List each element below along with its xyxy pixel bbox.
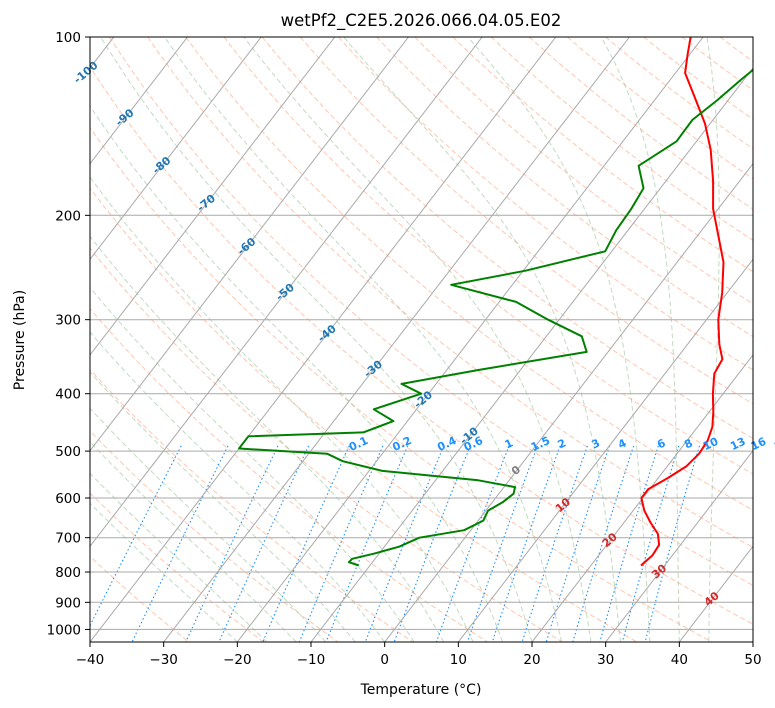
isotherm-line — [310, 67, 753, 642]
mixing-ratio-line — [364, 445, 445, 642]
moist-adiabat-line — [243, 37, 592, 642]
isotherm-line — [457, 258, 753, 642]
mixing-ratio-line — [325, 445, 409, 642]
dewpoint-line — [238, 68, 753, 567]
x-tick-label: 40 — [671, 652, 688, 668]
dry-adiabat-line — [567, 37, 753, 180]
x-tick-label: 30 — [597, 652, 614, 668]
isotherm-line — [90, 37, 262, 261]
x-tick-label: −10 — [297, 652, 326, 668]
mixing-ratio-line — [521, 445, 588, 642]
dry-adiabat-line — [376, 37, 753, 338]
dry-adiabat-line — [109, 37, 753, 586]
y-tick-label: 1000 — [47, 622, 81, 638]
y-axis-label: Pressure (hPa) — [12, 290, 28, 390]
dry-adiabat-line — [185, 37, 753, 511]
mixing-ratio-line — [491, 445, 561, 642]
dry-adiabat-line — [90, 65, 753, 625]
x-tick-label: −20 — [223, 652, 252, 668]
moist-adiabat-line — [90, 235, 445, 642]
mixing-ratio-line — [185, 445, 279, 642]
mixing-ratio-label: 10 — [701, 435, 721, 453]
background-lines — [90, 37, 753, 642]
mixing-ratio-line — [131, 445, 229, 642]
dry-adiabat-line — [90, 126, 712, 642]
moist-adiabat-line — [90, 331, 386, 642]
x-tick-label: 10 — [450, 652, 467, 668]
x-axis-label: Temperature (°C) — [360, 682, 482, 698]
mixing-ratio-label: 20 — [772, 435, 775, 453]
moist-adiabat-line — [343, 37, 621, 642]
y-tick-label: 400 — [55, 387, 81, 403]
dry-adiabat-line — [452, 37, 753, 273]
isotherm-line — [384, 162, 753, 642]
y-tick-label: 500 — [55, 444, 81, 460]
y-tick-label: 100 — [55, 30, 81, 46]
moist-adiabat-line — [90, 407, 327, 642]
x-tick-label: 50 — [744, 652, 761, 668]
moist-adiabat-line — [467, 37, 651, 642]
moist-adiabat-line — [90, 371, 356, 642]
dry-adiabat-line — [490, 37, 753, 241]
moist-adiabat-line — [90, 441, 297, 642]
chart-title: wetPf2_C2E5.2026.066.04.05.E02 — [281, 11, 562, 31]
y-tick-label: 200 — [55, 208, 81, 224]
temperature-line — [640, 37, 725, 567]
y-tick-label: 900 — [55, 595, 81, 611]
isotherm-line — [90, 37, 557, 642]
dry-adiabat-line — [147, 37, 753, 548]
mixing-ratio-line — [218, 445, 310, 642]
isotherm-line — [605, 449, 753, 642]
isotherm-line — [236, 37, 704, 642]
isotherm-line — [163, 37, 630, 642]
moist-adiabat-line — [90, 472, 268, 642]
isotherm-line — [531, 354, 753, 642]
moist-adiabat-line — [100, 37, 533, 642]
dry-adiabat-line — [90, 307, 488, 642]
moist-adiabat-line — [90, 105, 503, 642]
y-tick-label: 800 — [55, 565, 81, 581]
isotherm-line — [90, 37, 188, 165]
mixing-ratio-line — [435, 445, 510, 642]
y-tick-label: 700 — [55, 531, 81, 547]
moist-adiabat-line — [90, 176, 474, 642]
gridlines — [90, 37, 753, 642]
x-tick-label: −30 — [149, 652, 178, 668]
dry-adiabat-line — [90, 247, 563, 642]
isotherm-line — [90, 37, 409, 452]
mixing-ratio-line — [393, 445, 471, 642]
y-axis: 100 200 300 400 500 600 700 800 900 1000 — [47, 30, 90, 638]
isotherm-line — [90, 37, 336, 356]
moist-adiabat-line — [600, 37, 680, 642]
y-tick-label: 300 — [55, 313, 81, 329]
sounding-traces — [238, 37, 753, 567]
mixing-ratio-label: 16 — [749, 435, 769, 453]
isotherm-line — [90, 37, 483, 548]
dry-adiabat-line — [299, 37, 753, 405]
mixing-ratio-line — [90, 445, 182, 627]
moist-adiabat-line — [706, 37, 720, 642]
plot-frame — [89, 36, 754, 643]
dry-adiabat-line — [414, 37, 753, 305]
mixing-ratio-line — [466, 445, 539, 642]
y-tick-label: 600 — [55, 491, 81, 507]
x-tick-label: 20 — [523, 652, 540, 668]
dry-adiabat-line — [338, 37, 753, 371]
x-tick-label: 0 — [380, 652, 389, 668]
x-tick-label: −40 — [76, 652, 105, 668]
x-axis: −40 −30 −20 −10 0 10 20 30 40 50 — [76, 642, 762, 668]
mixing-ratio-label: 13 — [728, 435, 747, 453]
